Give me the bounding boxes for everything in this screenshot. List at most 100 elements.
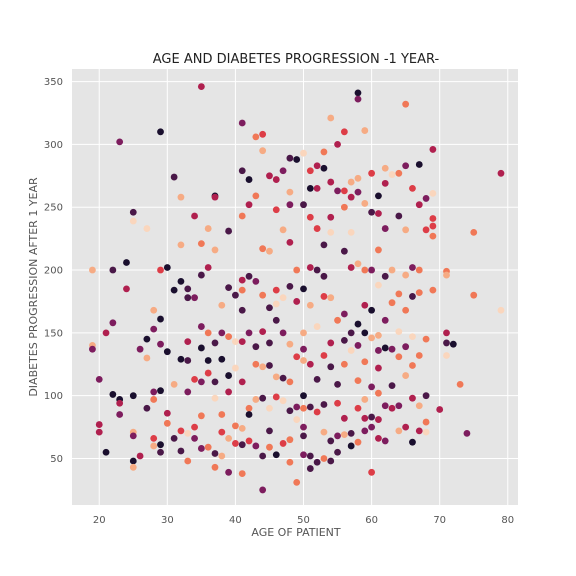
scatter-point <box>157 448 164 456</box>
scatter-point <box>89 345 96 353</box>
scatter-point <box>177 277 185 285</box>
scatter-point <box>415 201 423 209</box>
scatter-point <box>313 184 321 192</box>
scatter-point <box>232 422 239 430</box>
scatter-point <box>286 188 294 196</box>
scatter-point <box>497 306 505 314</box>
scatter-point <box>300 329 307 337</box>
scatter-point <box>204 357 212 364</box>
x-axis-label: AGE OF PATIENT <box>251 526 341 539</box>
scatter-point <box>272 393 280 401</box>
scatter-point <box>272 206 280 214</box>
scatter-point <box>293 156 301 163</box>
scatter-point <box>313 266 321 274</box>
scatter-point <box>340 337 348 344</box>
scatter-point <box>443 271 450 279</box>
scatter-point <box>129 392 137 400</box>
scatter-point <box>375 364 382 372</box>
scatter-point <box>334 140 341 148</box>
scatter-point <box>429 222 437 230</box>
scatter-point <box>409 293 416 300</box>
scatter-point <box>402 271 410 279</box>
scatter-point <box>429 286 437 294</box>
scatter-point <box>361 414 369 422</box>
x-tick-label: 60 <box>365 515 378 526</box>
scatter-point <box>402 372 410 379</box>
scatter-point <box>266 304 273 312</box>
scatter-point <box>327 339 335 347</box>
scatter-point <box>238 338 246 346</box>
scatter-point <box>211 463 219 471</box>
scatter-point <box>300 451 307 459</box>
scatter-point <box>381 179 389 187</box>
scatter-point <box>320 241 328 249</box>
scatter-point <box>204 264 212 271</box>
scatter-point <box>327 294 335 302</box>
scatter-point <box>368 383 376 391</box>
scatter-point <box>313 162 321 170</box>
scatter-point <box>286 407 294 415</box>
scatter-point <box>252 360 260 368</box>
scatter-point <box>245 437 253 445</box>
scatter-point <box>286 201 294 209</box>
scatter-point <box>259 147 267 155</box>
scatter-point <box>170 435 178 442</box>
scatter-point <box>218 329 226 337</box>
scatter-point <box>354 95 362 103</box>
scatter-point <box>123 285 130 293</box>
scatter-point <box>334 380 341 388</box>
scatter-point <box>395 212 403 220</box>
scatter-point <box>320 401 328 408</box>
scatter-point <box>238 286 246 294</box>
scatter-point <box>415 402 423 410</box>
scatter-point <box>347 442 355 450</box>
scatter-point <box>327 437 335 445</box>
scatter-point <box>313 323 321 330</box>
scatter-point <box>266 404 273 412</box>
scatter-point <box>272 300 280 308</box>
scatter-point <box>184 338 192 346</box>
scatter-point <box>191 212 198 220</box>
scatter-point <box>381 272 389 280</box>
scatter-point <box>334 316 341 324</box>
scatter-point <box>306 301 314 309</box>
x-tick-label: 30 <box>161 515 174 526</box>
scatter-point <box>163 419 171 427</box>
scatter-point <box>197 412 205 420</box>
scatter-point <box>266 339 273 347</box>
scatter-point <box>259 486 267 494</box>
scatter-point <box>286 238 294 246</box>
scatter-point <box>238 441 246 449</box>
scatter-point <box>191 294 198 302</box>
scatter-point <box>272 316 280 324</box>
scatter-point <box>272 451 280 459</box>
scatter-point <box>259 245 267 253</box>
scatter-point <box>259 291 267 299</box>
scatter-point <box>116 411 124 418</box>
scatter-point <box>279 226 287 234</box>
scatter-point <box>163 409 171 417</box>
scatter-point <box>340 360 348 368</box>
scatter-point <box>218 301 226 309</box>
scatter-point <box>463 429 471 437</box>
scatter-point <box>89 266 96 274</box>
scatter-point <box>334 187 341 195</box>
scatter-point <box>368 306 376 314</box>
scatter-point <box>163 348 171 356</box>
scatter-point <box>347 193 355 201</box>
scatter-point <box>191 423 198 431</box>
scatter-point <box>191 375 198 383</box>
scatter-point <box>327 178 335 186</box>
scatter-point <box>415 352 423 359</box>
scatter-point <box>456 380 464 388</box>
scatter-point <box>354 320 362 328</box>
scatter-point <box>211 394 219 402</box>
scatter-point <box>197 344 205 352</box>
scatter-point <box>388 382 396 390</box>
scatter-point <box>313 408 321 416</box>
scatter-point <box>177 427 185 435</box>
scatter-point <box>409 438 416 446</box>
scatter-point <box>211 246 219 254</box>
scatter-point <box>361 329 369 337</box>
scatter-point <box>395 290 403 298</box>
